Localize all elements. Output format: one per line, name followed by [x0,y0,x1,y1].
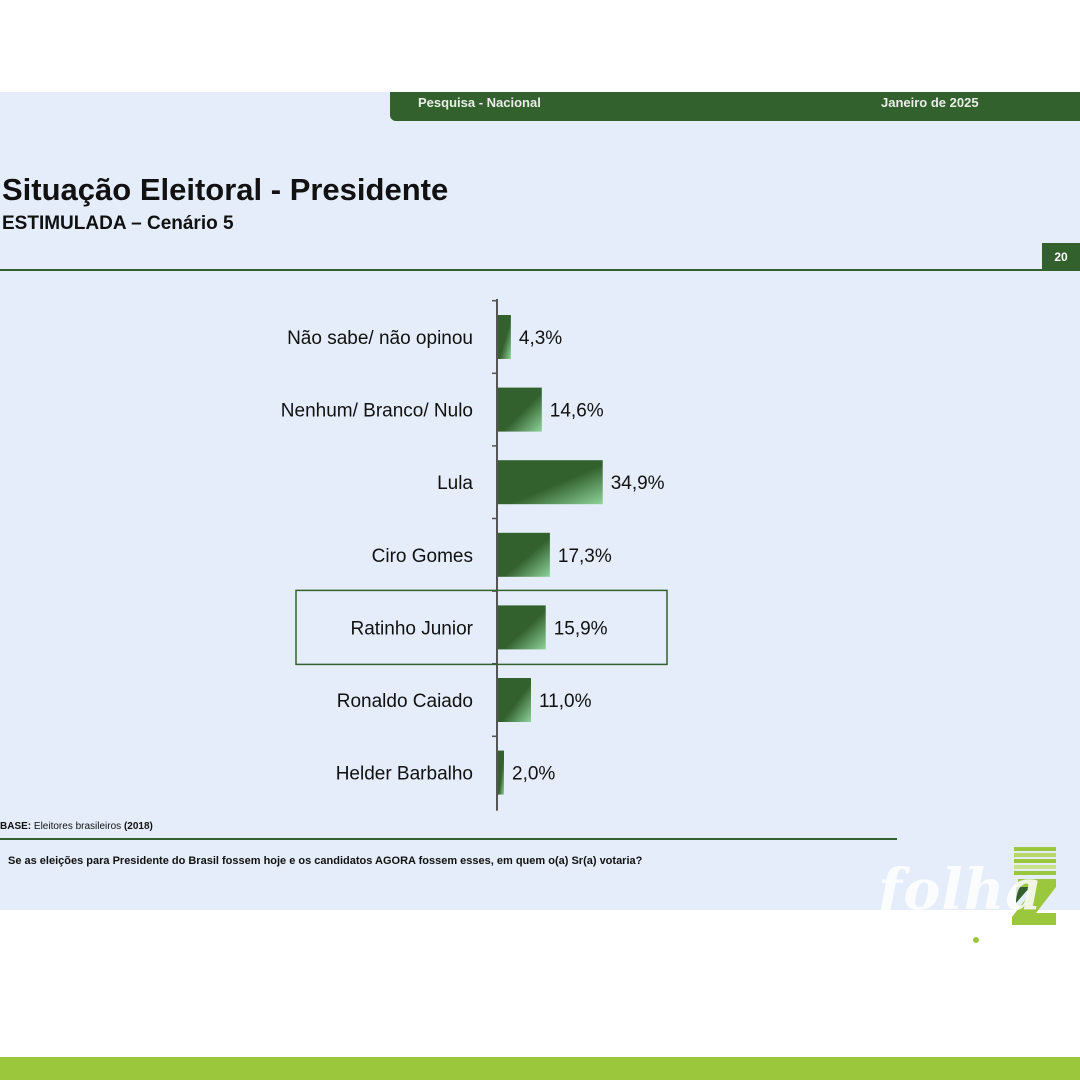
folhaz-logo: folha [870,843,1070,953]
page-number: 20 [1042,243,1080,271]
header-date: Janeiro de 2025 [881,95,979,110]
category-label: Ciro Gomes [372,546,473,567]
base-text: Eleitores brasileiros [33,821,122,832]
category-label: Lula [437,473,473,494]
value-label: 11,0% [539,691,592,712]
header-survey-label: Pesquisa - Nacional [418,95,541,110]
logo-text: folha [878,857,1043,923]
highlight-box [295,589,668,666]
value-label: 14,6% [550,401,604,422]
bar [498,750,504,795]
category-label: Ronaldo Caiado [337,691,473,712]
category-label: Helder Barbalho [336,764,473,785]
logo-dot [973,937,979,943]
footer-divider [0,838,897,840]
category-label: Não sabe/ não opinou [287,328,473,349]
footer-accent-bar [0,1057,1080,1080]
bar [498,605,546,650]
base-label: BASE: [0,821,32,832]
bar [498,315,511,359]
page-title: Situação Eleitoral - Presidente [2,172,449,207]
base-note: BASE: Eleitores brasileiros (2018) [0,821,153,832]
slide: Pesquisa - Nacional Janeiro de 2025 Situ… [0,92,1080,910]
category-label: Nenhum/ Branco/ Nulo [281,401,473,422]
folhaz-z-logo-icon [1012,847,1056,925]
bar-chart: Não sabe/ não opinou 4,3% Nenhum/ Branco/ … [281,299,668,811]
page-subtitle: ESTIMULADA – Cenário 5 [2,213,234,234]
value-label: 34,9% [611,473,665,494]
header-bar: Pesquisa - Nacional Janeiro de 2025 [390,92,1080,121]
value-label: 2,0% [512,764,555,785]
bar [498,532,550,577]
value-label: 15,9% [554,618,608,639]
base-count: (2018) [123,821,153,832]
bar [498,678,531,722]
category-label: Ratinho Junior [350,618,473,639]
survey-question: Se as eleições para Presidente do Brasil… [8,855,643,867]
bar [498,460,603,505]
title-divider [0,269,1042,271]
value-label: 4,3% [519,328,562,349]
bar [498,387,542,432]
value-label: 17,3% [558,546,612,567]
